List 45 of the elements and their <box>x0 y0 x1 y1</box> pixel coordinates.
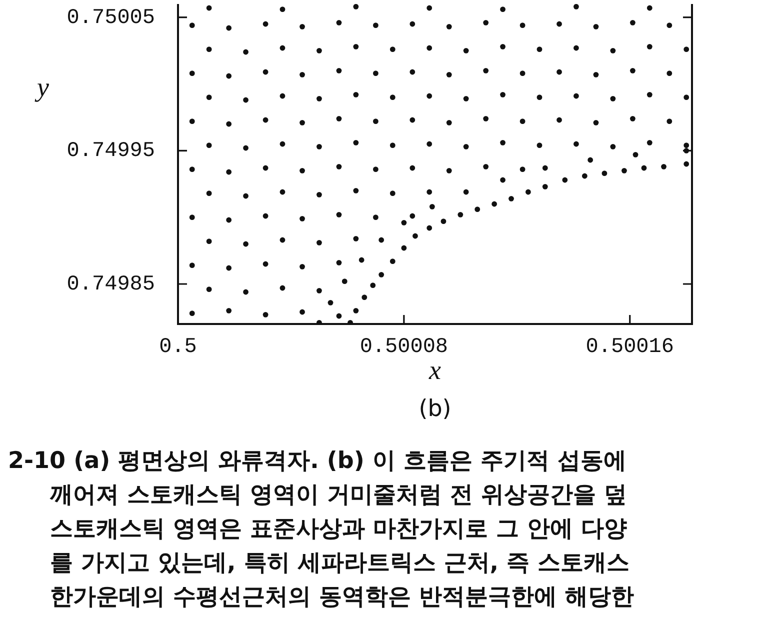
point <box>458 212 464 218</box>
point <box>426 225 432 231</box>
point <box>342 278 348 284</box>
point <box>582 173 588 179</box>
point <box>500 177 506 183</box>
point <box>588 157 594 163</box>
point <box>542 165 548 171</box>
text: 한가운데의 수평선근처의 동역학은 반적분극한에 해당한 <box>50 584 634 610</box>
point <box>684 161 690 167</box>
point <box>328 300 334 306</box>
point <box>641 165 647 171</box>
x-tick-label: 0.5 <box>159 336 197 360</box>
y-tick-label: 0.75005 <box>66 6 155 30</box>
text: 2-10 (a) 평면상의 와류격자. (b) 이 흐름은 주기적 섭동에 <box>8 448 626 474</box>
y-axis-title: y <box>34 72 50 102</box>
x-tick-label: 0.50016 <box>586 336 674 360</box>
point <box>632 152 638 158</box>
point <box>526 189 531 195</box>
point <box>602 170 608 176</box>
point <box>622 168 627 174</box>
point <box>492 201 498 207</box>
text: 깨어져 스토캐스틱 영역이 거미줄처럼 전 위상공간을 덮 <box>49 482 628 508</box>
point <box>358 257 364 263</box>
point <box>412 233 418 239</box>
point <box>378 237 384 243</box>
point <box>370 282 376 288</box>
point <box>353 308 359 314</box>
point <box>378 272 384 278</box>
text: 스토캐스틱 영역은 표준사상과 마찬가지로 그 안에 다양 <box>50 516 628 542</box>
point <box>474 206 480 212</box>
y-tick-label: 0.74985 <box>66 274 155 297</box>
point <box>542 184 548 190</box>
text: (b) <box>418 396 452 422</box>
point <box>508 196 514 202</box>
point <box>562 177 568 183</box>
point <box>401 245 407 251</box>
point <box>429 204 435 210</box>
text: 를 가지고 있는데, 특히 세파라트릭스 근처, 즉 스토캐스 <box>50 550 630 576</box>
point <box>440 218 446 224</box>
point <box>362 294 368 300</box>
point <box>661 164 666 170</box>
y-tick-label: 0.74995 <box>66 140 155 164</box>
point <box>390 258 396 264</box>
point <box>463 189 469 195</box>
point <box>401 220 407 226</box>
